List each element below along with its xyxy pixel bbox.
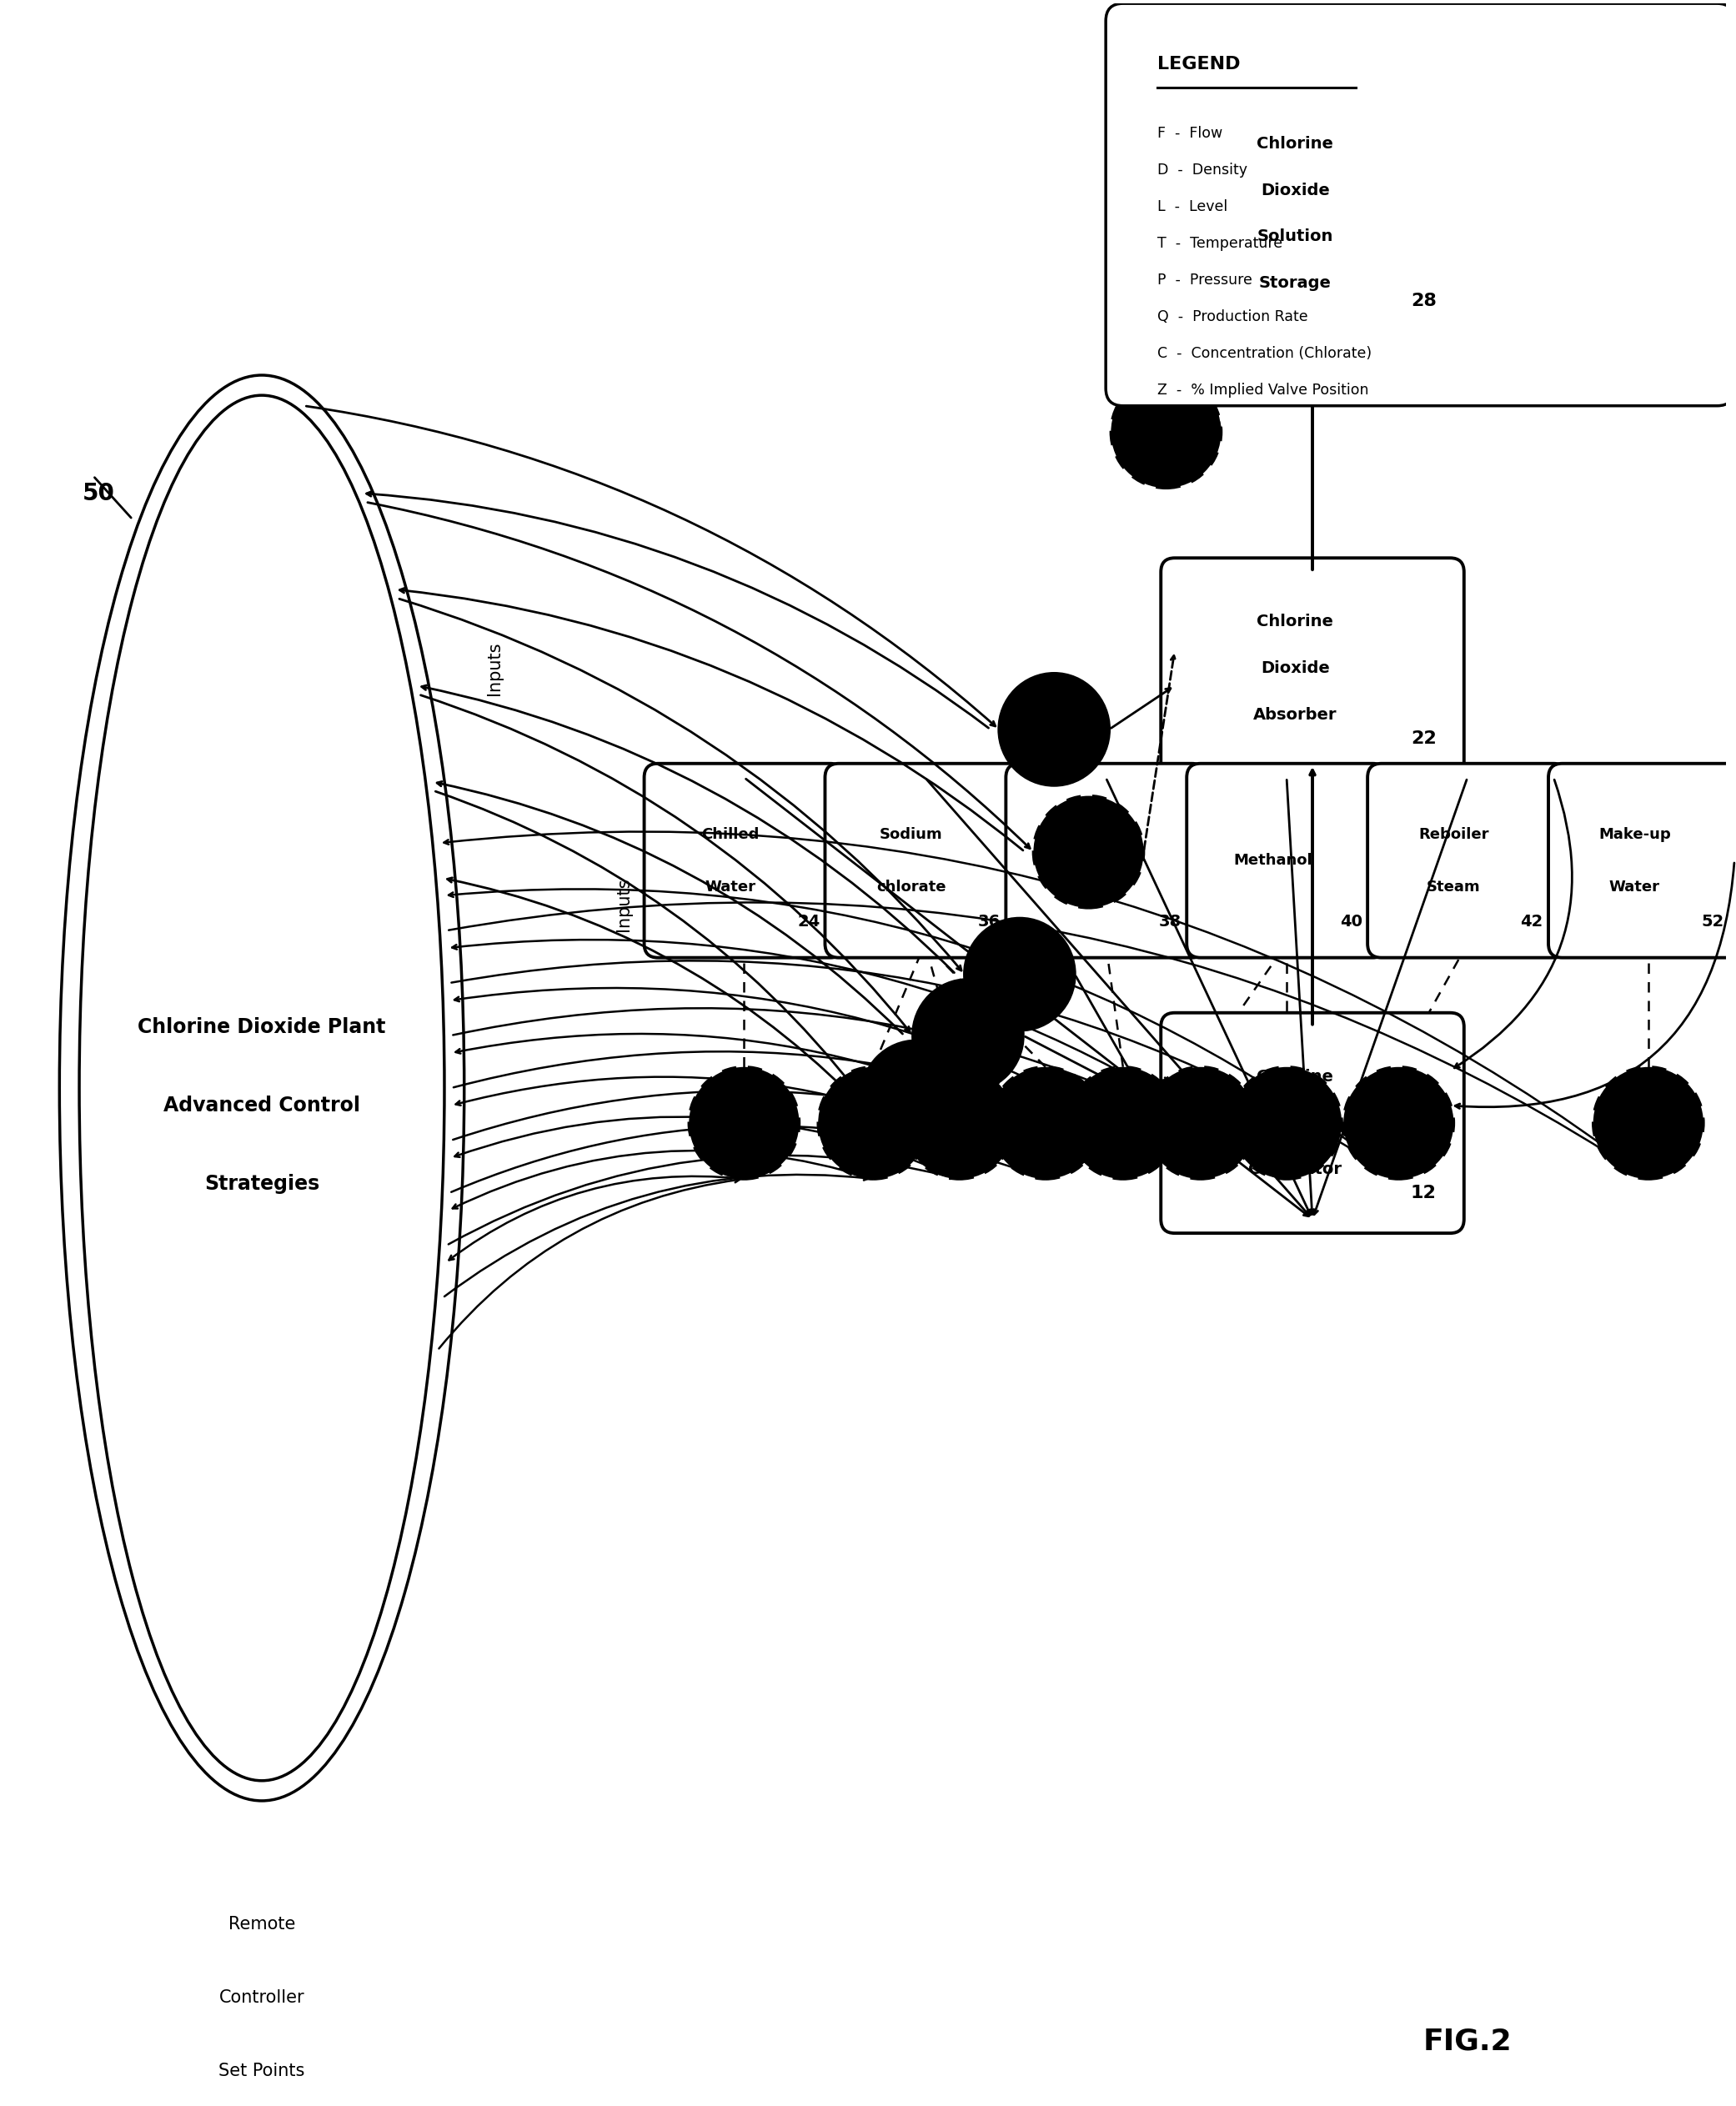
Text: Controller: Controller — [219, 1990, 304, 2005]
Circle shape — [1344, 1068, 1453, 1179]
Circle shape — [965, 918, 1075, 1030]
Text: Methanol: Methanol — [1233, 853, 1312, 868]
Text: chlorate: chlorate — [877, 880, 946, 895]
Text: F: F — [1392, 1114, 1404, 1131]
Text: Chlorine Dioxide Plant: Chlorine Dioxide Plant — [137, 1017, 385, 1036]
Text: Reboiler: Reboiler — [1418, 828, 1489, 842]
Circle shape — [904, 1068, 1014, 1179]
Text: L  -  Level: L - Level — [1158, 200, 1227, 215]
Circle shape — [1594, 1068, 1703, 1179]
Circle shape — [1111, 377, 1220, 489]
Text: Inputs: Inputs — [486, 642, 503, 695]
FancyBboxPatch shape — [1161, 558, 1463, 779]
Text: Chlorine: Chlorine — [1257, 1068, 1333, 1085]
Text: Z: Z — [1642, 1114, 1654, 1131]
Text: D: D — [953, 1114, 967, 1131]
Text: Set Points: Set Points — [219, 2062, 306, 2079]
Text: FIG.2: FIG.2 — [1424, 2028, 1512, 2055]
FancyBboxPatch shape — [825, 764, 1024, 958]
Text: P: P — [910, 1089, 922, 1106]
Circle shape — [1033, 796, 1144, 908]
Text: Solution: Solution — [1257, 230, 1333, 244]
Text: Chlorine: Chlorine — [1257, 615, 1333, 630]
Text: Q  -  Production Rate: Q - Production Rate — [1158, 310, 1307, 324]
Text: F: F — [868, 1114, 878, 1131]
Circle shape — [990, 1068, 1101, 1179]
Text: 12: 12 — [1411, 1186, 1436, 1203]
Circle shape — [861, 1040, 972, 1152]
Text: F: F — [1194, 1114, 1207, 1131]
FancyBboxPatch shape — [1549, 764, 1736, 958]
Circle shape — [1231, 1068, 1342, 1179]
Text: Z  -  % Implied Valve Position: Z - % Implied Valve Position — [1158, 383, 1368, 398]
Text: Water: Water — [1609, 880, 1660, 895]
Text: Sulphuric: Sulphuric — [1052, 828, 1132, 842]
FancyBboxPatch shape — [1161, 1013, 1463, 1234]
Text: T: T — [1040, 1114, 1050, 1131]
Text: T  -  Temperature: T - Temperature — [1158, 236, 1283, 251]
Circle shape — [689, 1068, 799, 1179]
Ellipse shape — [59, 375, 464, 1801]
Text: Absorber: Absorber — [1253, 708, 1337, 722]
Text: C  -  Concentration (Chlorate): C - Concentration (Chlorate) — [1158, 345, 1371, 362]
Circle shape — [1068, 1068, 1179, 1179]
Text: Sodium: Sodium — [880, 828, 943, 842]
Text: P  -  Pressure: P - Pressure — [1158, 274, 1252, 289]
Text: L: L — [963, 1028, 974, 1042]
Ellipse shape — [80, 396, 444, 1782]
Text: Chlorine: Chlorine — [1257, 137, 1333, 152]
Circle shape — [998, 674, 1109, 786]
Text: 50: 50 — [82, 482, 115, 505]
Circle shape — [1146, 1068, 1255, 1179]
Text: D  -  Density: D - Density — [1158, 162, 1248, 177]
Text: 38: 38 — [1160, 914, 1182, 929]
Text: Acid: Acid — [1075, 880, 1109, 895]
Text: 40: 40 — [1340, 914, 1363, 929]
Text: Dioxide: Dioxide — [1260, 183, 1330, 198]
FancyBboxPatch shape — [1368, 764, 1568, 958]
Text: 24: 24 — [797, 914, 819, 929]
Circle shape — [913, 979, 1023, 1091]
Text: Dioxide: Dioxide — [1260, 1114, 1330, 1131]
Text: LEGEND: LEGEND — [1158, 57, 1241, 72]
Text: 22: 22 — [1411, 731, 1436, 748]
Text: T: T — [1014, 967, 1026, 981]
Text: Make-up: Make-up — [1599, 828, 1670, 842]
FancyBboxPatch shape — [1005, 764, 1207, 958]
Text: Dioxide: Dioxide — [1260, 661, 1330, 676]
Text: Advanced Control: Advanced Control — [163, 1095, 359, 1116]
FancyBboxPatch shape — [644, 764, 844, 958]
Text: Chilled: Chilled — [701, 828, 759, 842]
FancyBboxPatch shape — [1161, 86, 1463, 341]
Text: F  -  Flow: F - Flow — [1158, 126, 1222, 141]
Circle shape — [818, 1068, 929, 1179]
Text: Generator: Generator — [1248, 1160, 1342, 1177]
Text: F: F — [1118, 1114, 1128, 1131]
Text: 36: 36 — [977, 914, 1000, 929]
Text: C: C — [1083, 845, 1094, 859]
Text: F: F — [738, 1114, 750, 1131]
Text: T: T — [1049, 722, 1059, 737]
Text: 28: 28 — [1411, 293, 1436, 310]
Text: D: D — [1279, 1114, 1293, 1131]
Text: 52: 52 — [1701, 914, 1724, 929]
Text: Inputs: Inputs — [615, 878, 632, 931]
Text: Steam: Steam — [1427, 880, 1481, 895]
Text: Strategies: Strategies — [205, 1175, 319, 1194]
Text: Water: Water — [705, 880, 755, 895]
FancyBboxPatch shape — [1187, 764, 1387, 958]
Text: Q: Q — [1160, 423, 1174, 440]
Text: 42: 42 — [1521, 914, 1543, 929]
FancyBboxPatch shape — [1106, 4, 1734, 406]
Text: Remote: Remote — [229, 1916, 295, 1933]
Text: Storage: Storage — [1259, 276, 1332, 291]
